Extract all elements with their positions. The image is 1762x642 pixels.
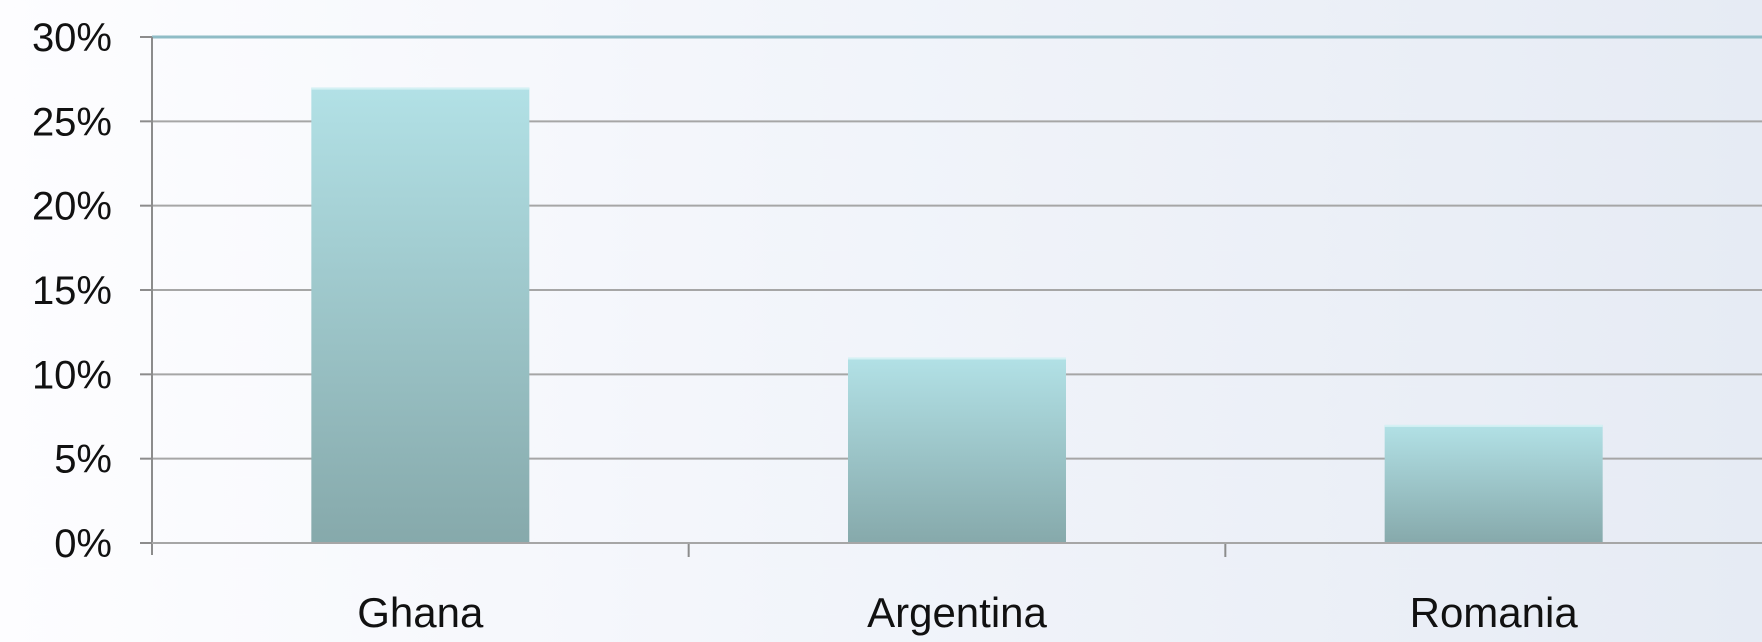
bar-argentina: [848, 357, 1066, 543]
y-axis-tick-labels: 0% 5% 10% 15% 20% 25% 30%: [32, 16, 112, 566]
bar-romania: [1384, 424, 1603, 543]
y-axis-tick-label: 30%: [32, 16, 112, 60]
bars: [311, 87, 1603, 543]
y-axis-tick-label: 5%: [54, 438, 112, 482]
y-axis-tick-label: 0%: [54, 522, 112, 566]
y-axis-tick-label: 15%: [32, 269, 112, 313]
x-axis-tick-label-romania: Romania: [1410, 589, 1579, 636]
axes: [140, 36, 1762, 557]
y-axis-tick-label: 25%: [32, 100, 112, 144]
x-axis-tick-label-argentina: Argentina: [867, 589, 1047, 636]
bar-ghana: [311, 87, 530, 543]
y-axis-tick-label: 20%: [32, 185, 112, 229]
x-axis-tick-labels: Ghana Argentina Romania: [357, 589, 1578, 636]
y-axis-tick-label: 10%: [32, 353, 112, 397]
x-axis-tick-label-ghana: Ghana: [357, 589, 484, 636]
